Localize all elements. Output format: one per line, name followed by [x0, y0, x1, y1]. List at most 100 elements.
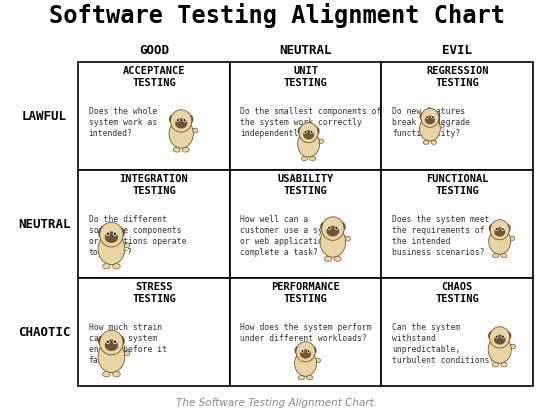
Ellipse shape	[98, 336, 106, 346]
Ellipse shape	[310, 156, 316, 161]
Ellipse shape	[105, 339, 118, 351]
Text: INTEGRATION
TESTING: INTEGRATION TESTING	[120, 174, 188, 196]
Circle shape	[501, 335, 505, 339]
Ellipse shape	[334, 256, 341, 261]
Text: Does the whole
system work as
intended?: Does the whole system work as intended?	[89, 107, 157, 138]
Ellipse shape	[510, 344, 516, 349]
Bar	[78, 278, 230, 386]
Circle shape	[501, 227, 504, 231]
Text: CHAOS
TESTING: CHAOS TESTING	[435, 282, 479, 304]
Text: ACCEPTANCE
TESTING: ACCEPTANCE TESTING	[122, 66, 185, 88]
Text: STRESS
TESTING: STRESS TESTING	[132, 282, 176, 304]
Ellipse shape	[489, 224, 496, 233]
Ellipse shape	[419, 112, 426, 121]
Circle shape	[299, 122, 318, 143]
Circle shape	[106, 339, 110, 344]
Ellipse shape	[431, 140, 437, 144]
Circle shape	[328, 227, 330, 229]
Ellipse shape	[492, 362, 499, 367]
Circle shape	[113, 339, 117, 344]
Circle shape	[307, 350, 310, 352]
Circle shape	[113, 232, 117, 236]
Ellipse shape	[112, 264, 120, 269]
Text: EVIL: EVIL	[442, 45, 472, 57]
Circle shape	[322, 217, 344, 240]
Text: The Software Testing Alignment Chart.: The Software Testing Alignment Chart.	[177, 398, 377, 408]
Ellipse shape	[173, 147, 180, 152]
Ellipse shape	[301, 156, 307, 161]
Bar	[381, 62, 533, 170]
Circle shape	[177, 119, 179, 121]
Text: Do the different
software components
or functions operate
together?: Do the different software components or …	[89, 215, 186, 257]
Ellipse shape	[102, 264, 110, 269]
Bar	[230, 170, 381, 278]
Ellipse shape	[105, 232, 118, 243]
Text: GOOD: GOOD	[139, 45, 169, 57]
Ellipse shape	[489, 228, 511, 254]
Text: UNIT
TESTING: UNIT TESTING	[284, 66, 327, 88]
Ellipse shape	[419, 116, 440, 141]
Text: Does the system meet
the requirements of
the intended
business scenarios?: Does the system meet the requirements of…	[392, 215, 490, 257]
Ellipse shape	[182, 147, 189, 152]
Circle shape	[106, 232, 110, 236]
Circle shape	[327, 226, 331, 230]
Ellipse shape	[320, 227, 346, 257]
Circle shape	[106, 341, 109, 343]
Circle shape	[335, 227, 337, 229]
Ellipse shape	[326, 225, 339, 237]
Ellipse shape	[439, 124, 444, 128]
Ellipse shape	[175, 118, 187, 129]
Text: LAWFUL: LAWFUL	[22, 109, 67, 122]
Circle shape	[301, 350, 304, 352]
Bar	[78, 62, 230, 170]
Circle shape	[496, 228, 497, 230]
Ellipse shape	[295, 346, 301, 355]
Text: FUNCTIONAL
TESTING: FUNCTIONAL TESTING	[426, 174, 489, 196]
Bar	[230, 278, 381, 386]
Text: Do new features
break or degrade
functionality?: Do new features break or degrade functio…	[392, 107, 470, 138]
Ellipse shape	[112, 371, 120, 377]
Ellipse shape	[306, 376, 313, 380]
Circle shape	[311, 131, 312, 133]
Ellipse shape	[501, 253, 507, 258]
Ellipse shape	[169, 119, 193, 148]
Ellipse shape	[303, 130, 314, 139]
Ellipse shape	[318, 139, 324, 144]
Circle shape	[183, 118, 186, 122]
Circle shape	[310, 130, 313, 134]
Text: CHAOTIC: CHAOTIC	[18, 325, 71, 339]
Ellipse shape	[98, 228, 106, 238]
Circle shape	[426, 116, 428, 118]
Text: Do the smallest components of
the system work correctly
independently?: Do the smallest components of the system…	[240, 107, 382, 138]
Ellipse shape	[98, 233, 125, 265]
Circle shape	[100, 330, 123, 355]
Ellipse shape	[299, 376, 305, 380]
Circle shape	[305, 131, 306, 133]
Ellipse shape	[494, 335, 505, 344]
Circle shape	[421, 108, 439, 127]
Ellipse shape	[186, 114, 193, 124]
Text: NEUTRAL: NEUTRAL	[18, 218, 71, 230]
Ellipse shape	[295, 350, 316, 376]
Circle shape	[495, 335, 498, 339]
Ellipse shape	[123, 243, 130, 248]
Circle shape	[183, 119, 186, 121]
Text: NEUTRAL: NEUTRAL	[279, 45, 332, 57]
Circle shape	[307, 349, 310, 353]
Ellipse shape	[509, 236, 515, 240]
Circle shape	[495, 336, 497, 338]
Circle shape	[114, 233, 116, 235]
Text: Can the system
withstand
unpredictable,
turbulent conditions?: Can the system withstand unpredictable, …	[392, 323, 494, 364]
Circle shape	[335, 226, 338, 230]
Bar	[381, 278, 533, 386]
Text: Software Testing Alignment Chart: Software Testing Alignment Chart	[49, 3, 505, 28]
Ellipse shape	[300, 349, 311, 359]
Ellipse shape	[494, 227, 505, 237]
Circle shape	[114, 341, 116, 343]
Circle shape	[106, 233, 109, 235]
Text: PERFORMANCE
TESTING: PERFORMANCE TESTING	[271, 282, 340, 304]
Ellipse shape	[297, 131, 320, 157]
Text: USABILITY
TESTING: USABILITY TESTING	[278, 174, 334, 196]
Circle shape	[100, 222, 123, 247]
Ellipse shape	[192, 128, 198, 133]
